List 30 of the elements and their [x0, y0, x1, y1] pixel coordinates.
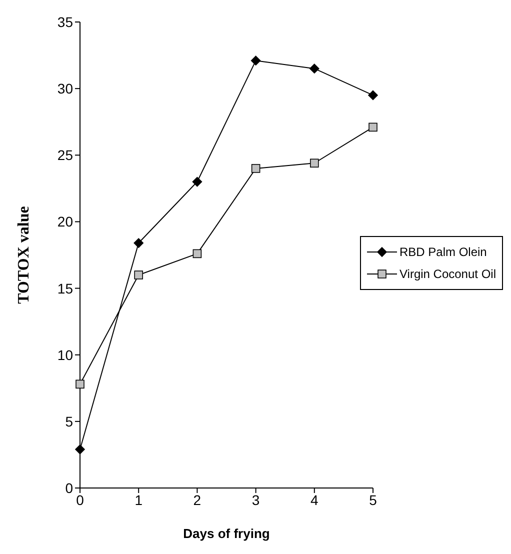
- point: [251, 164, 260, 173]
- point: [310, 64, 320, 74]
- y-axis-title: TOTOX value: [16, 206, 33, 304]
- point: [368, 90, 378, 100]
- y-tick-label: 10: [57, 346, 74, 363]
- y-tick-label: 25: [57, 147, 74, 164]
- point: [134, 270, 143, 280]
- x-tick-label: 1: [134, 492, 143, 508]
- point: [250, 56, 261, 66]
- y-tick-label: 30: [57, 80, 74, 97]
- legend-label: RBD Palm Olein: [400, 245, 487, 259]
- y-tick-label: 5: [65, 413, 74, 430]
- point: [192, 249, 202, 258]
- x-tick-label: 0: [76, 492, 84, 508]
- y-tick-label: 0: [65, 480, 74, 496]
- point: [192, 176, 202, 187]
- legend-label: Virgin Coconut Oil: [400, 267, 496, 281]
- point: [134, 238, 144, 248]
- x-tick-label: 4: [310, 492, 318, 508]
- x-tick-label: 2: [193, 492, 202, 508]
- y-tick-label: 35: [57, 14, 74, 30]
- x-axis-title: Days of frying: [183, 526, 270, 541]
- point: [76, 380, 84, 389]
- x-tick-label: 3: [252, 492, 260, 508]
- point: [310, 158, 319, 168]
- y-tick-label: 20: [57, 214, 74, 230]
- point: [368, 122, 378, 132]
- point: [75, 444, 85, 454]
- y-tick-label: 15: [57, 280, 74, 296]
- x-tick-label: 5: [369, 492, 378, 508]
